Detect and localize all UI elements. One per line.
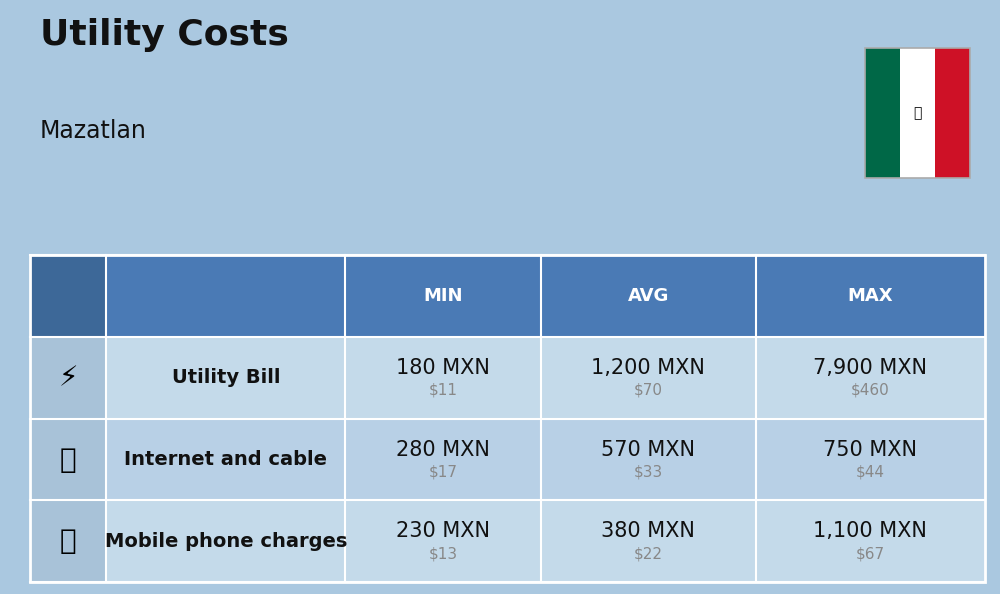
Text: MIN: MIN	[423, 287, 463, 305]
Text: Utility Bill: Utility Bill	[172, 368, 280, 387]
FancyBboxPatch shape	[30, 500, 985, 582]
Text: $67: $67	[856, 546, 885, 561]
FancyBboxPatch shape	[30, 419, 106, 500]
Text: $11: $11	[429, 383, 458, 398]
Text: $17: $17	[429, 465, 458, 479]
Text: $44: $44	[856, 465, 885, 479]
Text: 570 MXN: 570 MXN	[601, 440, 695, 460]
FancyBboxPatch shape	[30, 337, 106, 419]
FancyBboxPatch shape	[935, 48, 970, 178]
Text: 750 MXN: 750 MXN	[823, 440, 917, 460]
Text: AVG: AVG	[628, 287, 669, 305]
Text: Internet and cable: Internet and cable	[124, 450, 327, 469]
Text: Mobile phone charges: Mobile phone charges	[105, 532, 347, 551]
Text: 1,100 MXN: 1,100 MXN	[813, 522, 927, 542]
Text: $70: $70	[634, 383, 663, 398]
Text: 1,200 MXN: 1,200 MXN	[591, 358, 705, 378]
Text: 280 MXN: 280 MXN	[396, 440, 490, 460]
Text: 7,900 MXN: 7,900 MXN	[813, 358, 927, 378]
Text: 📶: 📶	[60, 446, 77, 473]
Text: 230 MXN: 230 MXN	[396, 522, 490, 542]
Text: MAX: MAX	[848, 287, 893, 305]
Text: 🦅: 🦅	[913, 106, 922, 120]
Text: $22: $22	[634, 546, 663, 561]
FancyBboxPatch shape	[865, 48, 900, 178]
FancyBboxPatch shape	[30, 500, 106, 582]
FancyBboxPatch shape	[900, 48, 935, 178]
Text: $13: $13	[428, 546, 458, 561]
Text: 380 MXN: 380 MXN	[601, 522, 695, 542]
Text: $460: $460	[851, 383, 890, 398]
Text: Utility Costs: Utility Costs	[40, 18, 289, 52]
Text: Mazatlan: Mazatlan	[40, 119, 147, 143]
FancyBboxPatch shape	[30, 337, 985, 419]
Text: 📱: 📱	[60, 527, 77, 555]
FancyBboxPatch shape	[30, 255, 106, 337]
FancyBboxPatch shape	[30, 419, 985, 500]
Text: $33: $33	[634, 465, 663, 479]
FancyBboxPatch shape	[106, 255, 985, 337]
Text: 180 MXN: 180 MXN	[396, 358, 490, 378]
Text: ⚡: ⚡	[58, 364, 78, 392]
